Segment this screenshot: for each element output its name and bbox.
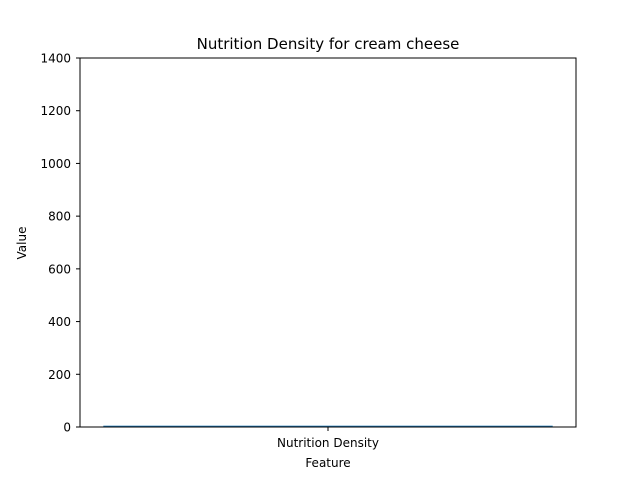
y-axis-ticks: 0 200 400 600 800 1000 1200 1400 (40, 52, 80, 435)
bar-series (103, 425, 553, 428)
x-axis-ticks: Nutrition Density (277, 427, 379, 450)
chart-title: Nutrition Density for cream cheese (197, 35, 460, 53)
x-axis-label: Feature (305, 456, 350, 470)
y-tick-label: 1000 (40, 157, 71, 171)
y-tick-label: 400 (48, 315, 71, 329)
y-tick-label: 1400 (40, 52, 71, 66)
y-tick-label: 200 (48, 368, 71, 382)
y-tick-label: 0 (63, 421, 71, 435)
y-tick-label: 800 (48, 210, 71, 224)
x-tick-label: Nutrition Density (277, 436, 379, 450)
plot-area-frame (79, 57, 577, 428)
bar (103, 425, 553, 428)
y-tick-label: 1200 (40, 104, 71, 118)
y-axis-label: Value (15, 227, 29, 260)
y-tick-label: 600 (48, 262, 71, 276)
